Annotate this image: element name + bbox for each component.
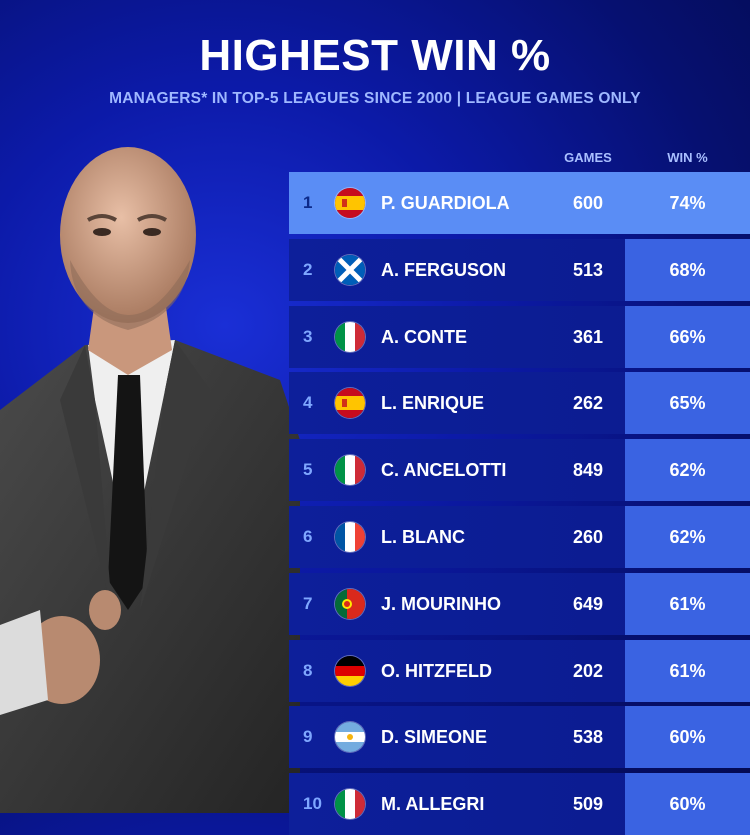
games-value: 262 [572, 393, 604, 414]
manager-name: O. HITZFELD [381, 660, 492, 681]
rank-label: 2 [303, 259, 313, 279]
rank-label: 3 [303, 326, 313, 346]
table-row: 5 C. ANCELOTTI 849 62% [289, 439, 750, 502]
win-cell-background [625, 639, 750, 702]
win-cell-background [625, 172, 750, 234]
win-cell-background [625, 372, 750, 435]
games-value: 649 [572, 593, 604, 614]
rank-label: 6 [303, 527, 313, 546]
games-value: 361 [572, 326, 604, 347]
win-cell-background [625, 706, 750, 769]
games-value: 600 [572, 193, 604, 213]
games-value: 538 [572, 727, 604, 748]
win-percent-value: 68% [669, 259, 706, 280]
italy-flag-icon [335, 455, 365, 486]
win-cell-background [625, 305, 750, 368]
manager-name: P. GUARDIOLA [381, 193, 510, 213]
manager-name: L. ENRIQUE [381, 393, 485, 414]
win-percent-value: 60% [669, 727, 706, 748]
win-percent-value: 61% [669, 660, 706, 681]
table-row: 6 L. BLANC 260 62% [289, 506, 750, 568]
rank-label: 8 [303, 660, 313, 680]
rank-label: 1 [303, 193, 313, 212]
rank-label: 10 [303, 794, 322, 814]
table-row: 3 A. CONTE 361 66% [289, 305, 750, 368]
win-cell-background [625, 439, 750, 502]
win-percent-value: 66% [669, 326, 706, 347]
manager-name: J. MOURINHO [381, 593, 502, 614]
table-row: 10 M. ALLEGRI 509 60% [289, 773, 750, 835]
header: HIGHEST WIN % MANAGERS* IN TOP-5 LEAGUES… [0, 0, 750, 108]
manager-name: M. ALLEGRI [381, 794, 485, 815]
table-row: 8 O. HITZFELD 202 61% [289, 639, 750, 702]
italy-flag-icon [335, 789, 365, 820]
win-percent-value: 65% [669, 393, 706, 414]
scotland-flag-icon [335, 254, 365, 285]
germany-flag-icon [335, 655, 365, 686]
manager-name: L. BLANC [381, 527, 465, 547]
table-row: 4 L. ENRIQUE 262 65% [289, 372, 750, 435]
win-percent-value: 61% [669, 593, 706, 614]
manager-name: C. ANCELOTTI [381, 460, 507, 481]
win-percent-value: 60% [669, 794, 706, 815]
win-cell-background [625, 572, 750, 635]
win-column-header: WIN % [667, 150, 708, 165]
manager-name: D. SIMEONE [381, 727, 488, 748]
page-subtitle: MANAGERS* IN TOP-5 LEAGUES SINCE 2000 | … [109, 90, 641, 107]
table-row: 7 J. MOURINHO 649 61% [289, 572, 750, 635]
win-percent-value: 62% [669, 527, 706, 547]
table-row: 9 D. SIMEONE 538 60% [289, 706, 750, 769]
spain-flag-icon [335, 388, 365, 419]
table-row: 1 P. GUARDIOLA 600 74% [289, 172, 750, 234]
games-value: 849 [572, 460, 604, 481]
manager-photo [0, 147, 300, 813]
games-value: 202 [572, 660, 604, 681]
manager-name: A. CONTE [381, 326, 468, 347]
rank-label: 5 [303, 460, 313, 480]
portugal-flag-icon [335, 588, 365, 619]
rank-label: 4 [303, 393, 313, 413]
france-flag-icon [335, 522, 365, 552]
spain-flag-icon [335, 188, 365, 218]
win-cell-background [625, 506, 750, 568]
games-value: 509 [572, 794, 604, 815]
games-value: 260 [572, 527, 604, 547]
argentina-flag-icon [335, 722, 365, 753]
rank-label: 9 [303, 727, 313, 747]
page-title: HIGHEST WIN % [199, 31, 551, 80]
manager-name: A. FERGUSON [381, 259, 507, 280]
rank-label: 7 [303, 593, 313, 613]
win-cell-background [625, 238, 750, 301]
italy-flag-icon [335, 321, 365, 352]
win-percent-value: 62% [669, 460, 706, 481]
table-row: 2 A. FERGUSON 513 68% [289, 238, 750, 301]
games-column-header: GAMES [564, 150, 612, 165]
win-percent-value: 74% [669, 193, 706, 213]
games-value: 513 [572, 259, 604, 280]
